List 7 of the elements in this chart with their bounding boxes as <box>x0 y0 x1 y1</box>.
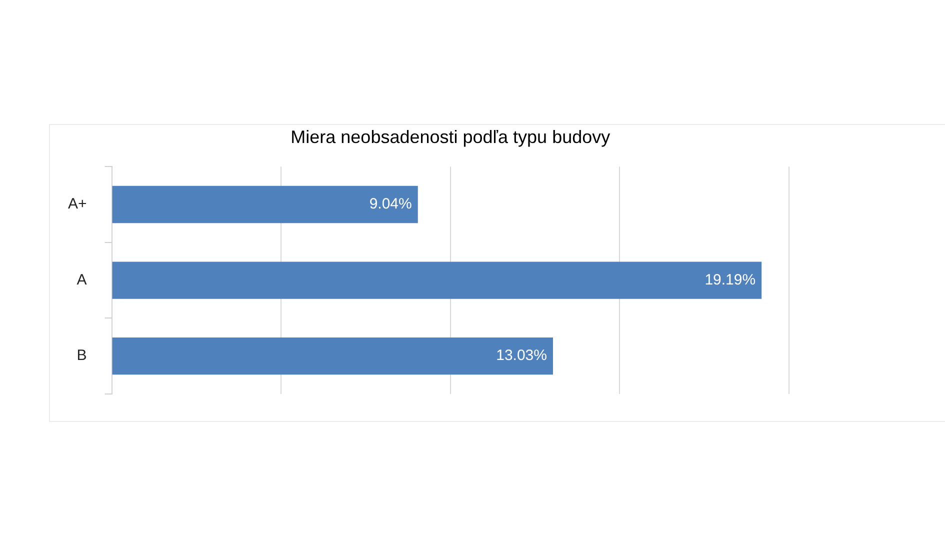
y-tick-label: A+ <box>68 196 88 213</box>
chart-title: Miera neobsadenosti podľa typu budovy <box>290 126 610 147</box>
data-label: 19.19% <box>704 271 756 288</box>
data-label: 13.03% <box>496 347 547 364</box>
y-tick-label: A <box>76 271 87 288</box>
data-label: 9.04% <box>369 196 412 213</box>
y-tick-label: B <box>76 347 87 364</box>
